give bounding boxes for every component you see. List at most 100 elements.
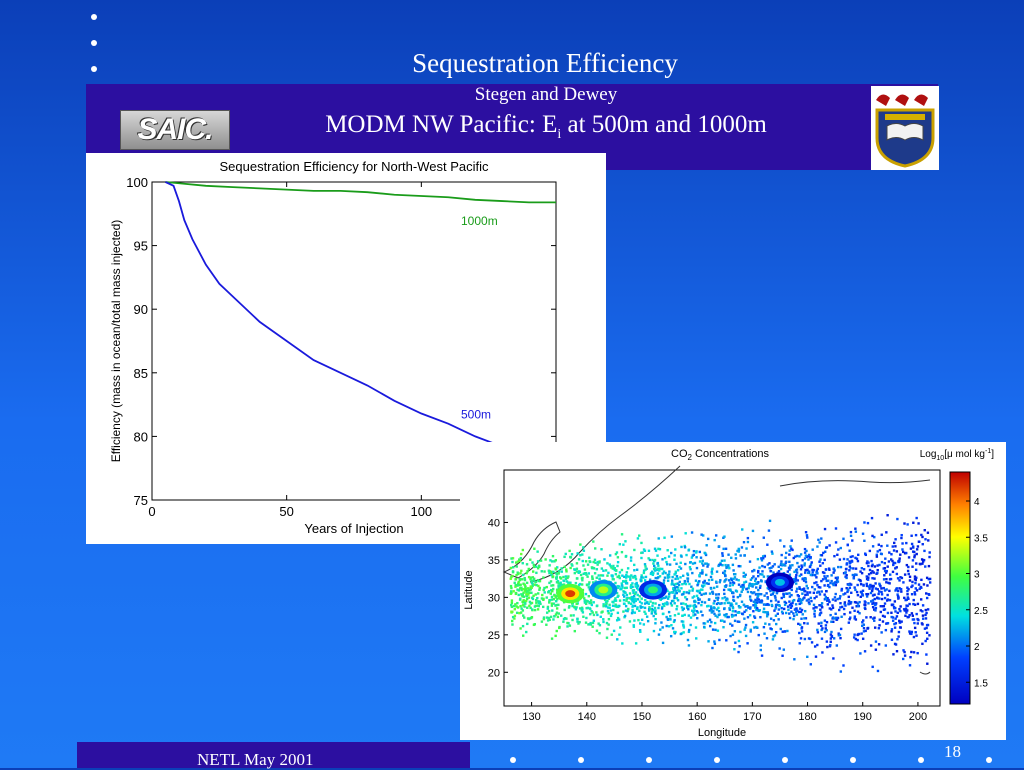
concentration-cell <box>552 587 555 591</box>
concentration-cell <box>701 585 705 588</box>
concentration-cell <box>862 568 866 571</box>
concentration-cell <box>819 564 822 567</box>
concentration-cell <box>632 589 636 592</box>
concentration-cell <box>608 554 612 557</box>
concentration-cell <box>677 612 680 616</box>
concentration-cell <box>605 602 608 605</box>
concentration-cell <box>880 590 883 594</box>
concentration-cell <box>693 561 697 565</box>
concentration-cell <box>538 600 542 604</box>
concentration-cell <box>829 637 833 640</box>
concentration-cell <box>772 619 776 622</box>
concentration-cell <box>793 658 796 661</box>
concentration-cell <box>557 612 560 615</box>
concentration-cell <box>667 595 671 598</box>
concentration-cell <box>719 619 723 622</box>
concentration-cell <box>701 570 704 574</box>
colorbar <box>949 471 971 705</box>
concentration-cell <box>520 588 523 592</box>
concentration-cell <box>770 550 774 553</box>
concentration-cell <box>520 607 523 610</box>
concentration-cell <box>723 580 726 583</box>
concentration-cell <box>701 569 704 572</box>
concentration-cell <box>732 569 735 572</box>
concentration-cell <box>704 592 708 595</box>
concentration-cell <box>754 604 758 608</box>
concentration-cell <box>743 554 746 557</box>
concentration-cell <box>838 608 841 612</box>
concentration-cell <box>560 567 563 570</box>
concentration-cell <box>628 620 632 623</box>
concentration-cell <box>729 604 732 607</box>
concentration-cell <box>647 602 650 606</box>
concentration-cell <box>881 620 885 623</box>
concentration-cell <box>910 630 914 634</box>
concentration-cell <box>574 581 578 585</box>
concentration-cell <box>521 624 525 628</box>
concentration-cell <box>623 602 626 606</box>
concentration-cell <box>848 582 852 586</box>
concentration-cell <box>522 599 525 602</box>
concentration-cell <box>818 604 821 607</box>
concentration-cell <box>906 589 909 593</box>
concentration-cell <box>538 565 541 568</box>
concentration-cell <box>573 629 577 633</box>
concentration-cell <box>555 588 559 591</box>
concentration-cell <box>667 555 671 558</box>
concentration-cell <box>700 603 703 607</box>
concentration-cell <box>555 577 558 581</box>
concentration-cell <box>842 607 846 611</box>
concentration-cell <box>673 596 676 600</box>
concentration-cell <box>912 618 916 621</box>
concentration-cell <box>779 539 782 542</box>
concentration-cell <box>768 623 771 626</box>
concentration-cell <box>836 576 839 579</box>
concentration-cell <box>605 603 608 607</box>
concentration-cell <box>907 572 910 576</box>
concentration-cell <box>654 602 657 605</box>
concentration-cell <box>581 559 584 563</box>
concentration-cell <box>871 570 874 573</box>
concentration-cell <box>516 588 519 591</box>
concentration-cell <box>680 545 683 549</box>
concentration-cell <box>723 572 726 575</box>
concentration-cell <box>591 621 595 625</box>
map-x-tick-label: 160 <box>688 711 706 723</box>
concentration-cell <box>834 592 837 596</box>
concentration-cell <box>714 580 718 583</box>
concentration-cell <box>762 575 766 578</box>
concentration-cell <box>688 566 692 569</box>
concentration-cell <box>547 616 550 620</box>
concentration-cell <box>571 604 574 608</box>
concentration-cell <box>826 575 829 578</box>
concentration-cell <box>662 612 665 616</box>
concentration-cell <box>828 568 831 571</box>
concentration-cell <box>779 627 782 631</box>
concentration-cell <box>901 548 904 551</box>
concentration-cell <box>773 634 777 637</box>
concentration-cell <box>557 585 560 588</box>
concentration-cell <box>916 602 920 606</box>
concentration-cell <box>928 581 932 584</box>
concentration-cell <box>831 582 835 585</box>
concentration-cell <box>521 600 524 603</box>
concentration-cell <box>729 602 733 605</box>
concentration-cell <box>718 580 721 584</box>
concentration-cell <box>657 547 660 551</box>
concentration-cell <box>871 617 875 620</box>
concentration-cell <box>798 587 801 590</box>
footer-text: NETL May 2001 <box>197 750 314 769</box>
concentration-cell <box>798 631 801 635</box>
concentration-cell <box>821 578 825 581</box>
concentration-cell <box>653 564 656 568</box>
concentration-cell <box>817 585 820 589</box>
concentration-cell <box>832 583 835 587</box>
concentration-cell <box>899 626 902 629</box>
concentration-cell <box>843 571 847 575</box>
concentration-cell <box>792 598 796 602</box>
concentration-cell <box>570 553 574 556</box>
map-y-tick-label: 30 <box>488 592 500 604</box>
concentration-cell <box>666 563 669 566</box>
concentration-cell <box>803 547 807 551</box>
concentration-cell <box>589 621 592 625</box>
